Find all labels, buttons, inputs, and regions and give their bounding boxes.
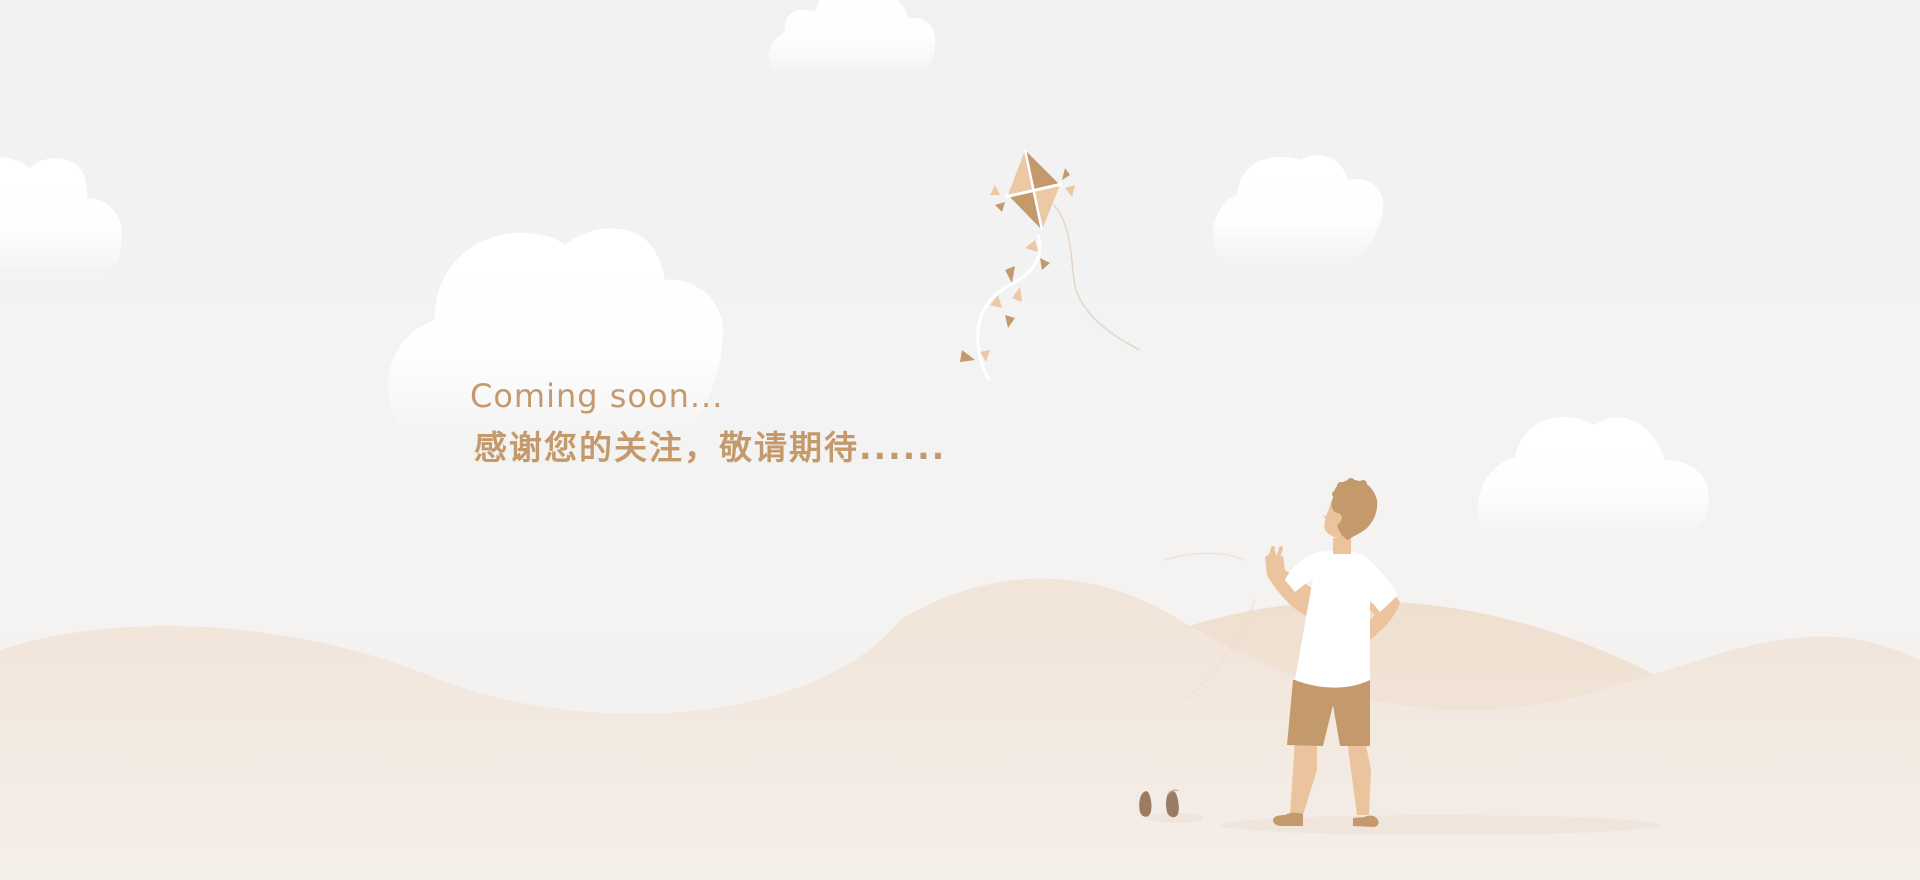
cloud-icon [1212,155,1384,265]
ground-shadow [1220,815,1660,835]
kite-string [1164,552,1256,701]
thanks-subtitle: 感谢您的关注，敬请期待...... [474,428,947,467]
cloud-icon [0,157,122,280]
message-block: Coming soon... 感谢您的关注，敬请期待...... [470,376,946,470]
front-hill [0,578,1920,880]
kite-icon [960,149,1141,382]
shoe-shadow [1147,813,1203,823]
cloud-icon [768,0,936,80]
shoes-icon [1139,789,1179,818]
cloud-icon [1477,416,1709,540]
boy-illustration [1265,478,1400,827]
cloud-icon [388,228,724,445]
coming-soon-title: Coming soon... [470,377,724,415]
